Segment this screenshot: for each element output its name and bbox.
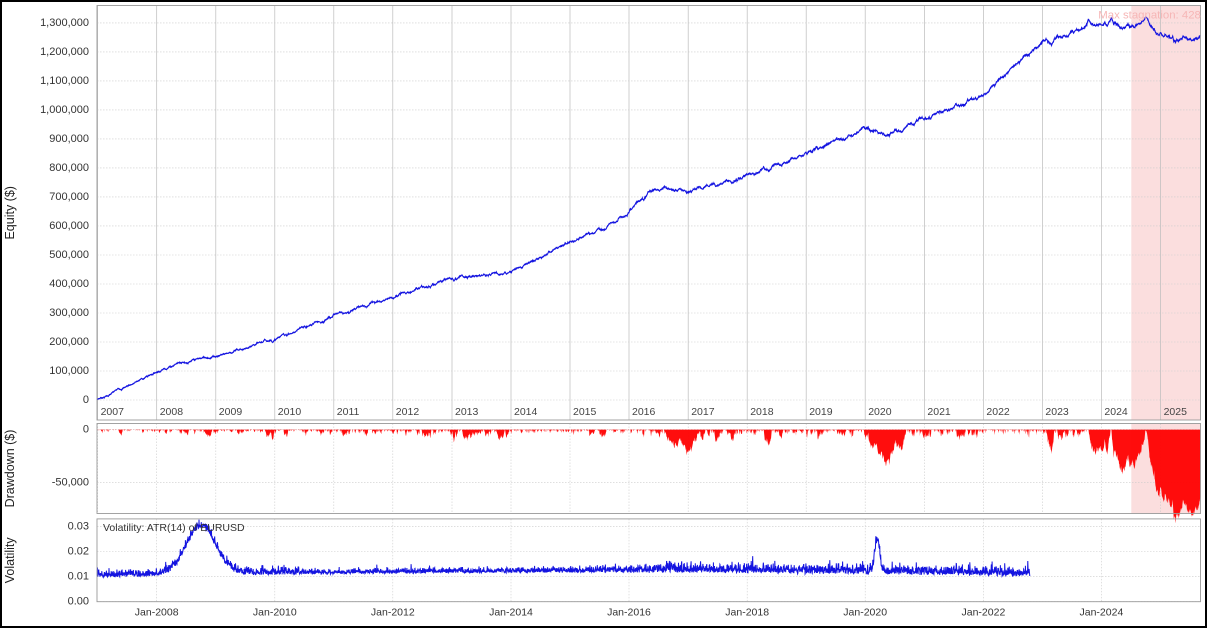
svg-text:2022: 2022 [986,406,1010,418]
svg-text:2016: 2016 [632,406,656,418]
svg-text:2019: 2019 [809,406,833,418]
svg-text:100,000: 100,000 [49,365,89,377]
svg-text:Jan-2020: Jan-2020 [843,607,887,619]
svg-text:2010: 2010 [278,406,302,418]
svg-text:2021: 2021 [927,406,951,418]
svg-text:600,000: 600,000 [49,220,89,232]
svg-text:2014: 2014 [514,406,538,418]
svg-text:0.01: 0.01 [68,571,89,583]
svg-text:Jan-2024: Jan-2024 [1080,607,1124,619]
svg-text:700,000: 700,000 [49,191,89,203]
svg-text:2013: 2013 [455,406,479,418]
svg-text:0: 0 [83,424,89,436]
svg-text:Jan-2016: Jan-2016 [607,607,651,619]
svg-text:300,000: 300,000 [49,307,89,319]
svg-text:Jan-2008: Jan-2008 [135,607,179,619]
svg-text:Max stagnation: 428 days: Max stagnation: 428 days [1098,10,1207,22]
svg-text:Volatility: ATR(14) of EURUSD: Volatility: ATR(14) of EURUSD [103,522,245,534]
svg-text:2012: 2012 [396,406,420,418]
svg-text:0.02: 0.02 [68,546,89,558]
svg-text:0.03: 0.03 [68,520,89,532]
svg-text:Jan-2014: Jan-2014 [489,607,533,619]
svg-text:2009: 2009 [219,406,243,418]
svg-text:400,000: 400,000 [49,278,89,290]
svg-text:2008: 2008 [160,406,184,418]
svg-text:2025: 2025 [1164,406,1188,418]
svg-text:2020: 2020 [868,406,892,418]
svg-text:0: 0 [83,394,89,406]
svg-text:200,000: 200,000 [49,336,89,348]
svg-text:1,100,000: 1,100,000 [40,75,89,87]
svg-text:Jan-2012: Jan-2012 [371,607,415,619]
svg-text:1,200,000: 1,200,000 [40,46,89,58]
svg-text:2024: 2024 [1104,406,1128,418]
svg-text:2011: 2011 [337,406,360,418]
svg-text:1,300,000: 1,300,000 [40,17,89,29]
svg-text:2007: 2007 [101,406,125,418]
svg-text:0.00: 0.00 [68,596,89,608]
svg-text:-50,000: -50,000 [52,477,89,489]
svg-text:Jan-2022: Jan-2022 [962,607,1006,619]
svg-text:Equity ($): Equity ($) [3,186,17,240]
svg-text:2017: 2017 [691,406,715,418]
svg-text:800,000: 800,000 [49,162,89,174]
svg-text:Drawdown ($): Drawdown ($) [3,430,17,508]
svg-text:Jan-2018: Jan-2018 [725,607,769,619]
svg-text:Jan-2010: Jan-2010 [253,607,297,619]
svg-text:900,000: 900,000 [49,133,89,145]
svg-text:2023: 2023 [1045,406,1069,418]
svg-text:1,000,000: 1,000,000 [40,104,89,116]
svg-text:2015: 2015 [573,406,597,418]
svg-text:500,000: 500,000 [49,249,89,261]
svg-text:Volatility: Volatility [3,537,17,584]
svg-text:2018: 2018 [750,406,774,418]
